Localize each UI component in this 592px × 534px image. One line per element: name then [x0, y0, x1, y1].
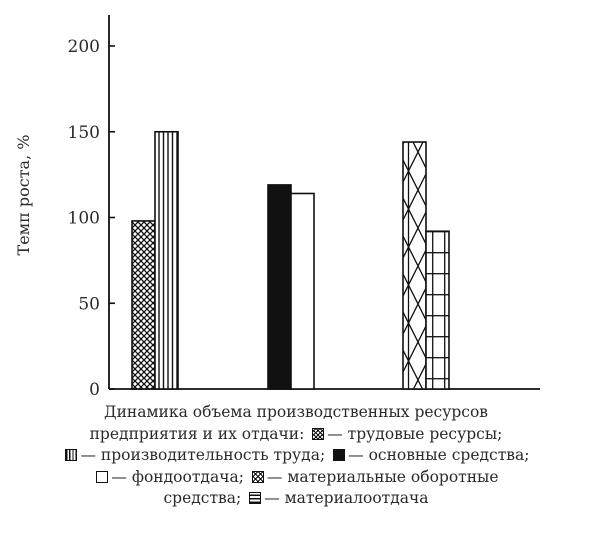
bar-fixed-assets [267, 184, 292, 390]
caption-intro-2: предприятия и их отдачи: [89, 424, 305, 443]
caption-line-3: — производительность труда; — основные с… [0, 445, 592, 467]
y-axis-label: Темп роста, % [14, 135, 33, 256]
y-tick-label: 50 [78, 294, 100, 314]
y-tick-label: 200 [68, 37, 100, 57]
bars-layer [131, 130, 450, 390]
labor-swatch-icon [312, 427, 325, 440]
caption-dash: — [327, 424, 343, 443]
caption-dash: — [348, 446, 364, 464]
bar-chart: Темп роста, % 0 50 100 150 200 [14, 15, 540, 400]
legend-labor: трудовые ресурсы [347, 424, 498, 443]
fixed-assets-swatch-icon [333, 449, 346, 461]
caption-dash: — [80, 446, 96, 464]
caption-dash: — [264, 489, 280, 507]
caption-sep: ; [497, 424, 503, 443]
caption-sep: ; [319, 446, 326, 464]
legend-productivity: производительность труда [100, 446, 320, 464]
y-tick-label: 0 [89, 380, 100, 400]
bar-working-capital [402, 141, 427, 390]
caption-line-5: средства; — материалоотдача [0, 488, 592, 510]
y-tick-label: 150 [68, 123, 100, 143]
y-tick-label: 100 [68, 209, 100, 229]
legend-material-efficiency: материалоотдача [284, 489, 429, 507]
caption-dash: — [111, 467, 127, 486]
material-efficiency-swatch-icon [249, 492, 262, 504]
productivity-swatch-icon [65, 449, 78, 461]
y-axis-ticks: 0 50 100 150 200 [68, 37, 115, 400]
caption-line-4: — фондоотдача; — материальные оборотные [0, 467, 592, 489]
caption-sep: ; [524, 446, 530, 464]
bar-productivity [154, 130, 179, 390]
legend-working-capital-2: средства [163, 489, 237, 507]
legend-asset-return: фондоотдача [131, 467, 239, 486]
caption-line-1: Динамика объема производственных ресурсо… [0, 402, 592, 424]
caption-sep: ; [238, 467, 244, 486]
bar-asset-return [290, 192, 315, 390]
bar-material-efficiency [425, 230, 450, 390]
caption-dash: — [266, 467, 283, 486]
asset-return-swatch-icon [96, 470, 109, 483]
caption-sep: ; [236, 489, 242, 507]
working-capital-swatch-icon [251, 470, 264, 483]
legend-fixed-assets: основные средства [368, 446, 525, 464]
bar-labor [131, 220, 156, 390]
figure-caption: Динамика объема производственных ресурсо… [0, 402, 592, 510]
legend-working-capital: материальные оборотные [287, 467, 499, 486]
caption-line-2: предприятия и их отдачи: — трудовые ресу… [0, 424, 592, 446]
caption-intro-1: Динамика объема производственных ресурсо… [103, 403, 489, 421]
